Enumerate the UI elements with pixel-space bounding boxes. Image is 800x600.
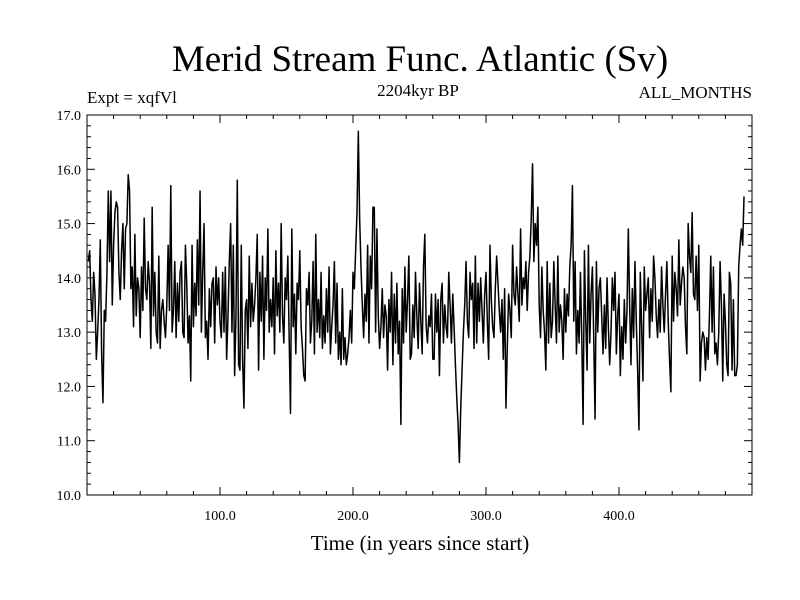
series-layer — [87, 130, 745, 464]
plot-frame — [86, 114, 753, 496]
y-tick-label: 14.0 — [57, 272, 82, 287]
y-tick-label: 13.0 — [57, 326, 82, 341]
y-tick-label: 17.0 — [57, 109, 82, 124]
y-tick-label: 12.0 — [57, 380, 82, 395]
y-tick-label: 11.0 — [57, 435, 81, 450]
y-tick-label: 10.0 — [57, 489, 82, 504]
axes: 10.0 11.0 12.0 13.0 14.0 15.0 16.0 17.0 100.0 200… — [57, 109, 753, 524]
x-tick-label: 100.0 — [204, 509, 236, 524]
y-tick-label: 15.0 — [57, 218, 82, 233]
experiment-label: Expt = xqfVl — [87, 88, 177, 107]
subtitle: 2204kyr BP — [377, 81, 459, 100]
y-tick-label: 16.0 — [57, 163, 82, 178]
chart-title: Merid Stream Func. Atlantic (Sv) — [172, 39, 668, 80]
x-tick-label: 200.0 — [337, 509, 369, 524]
x-axis-label: Time (in years since start) — [311, 531, 530, 555]
x-tick-label: 300.0 — [470, 509, 502, 524]
months-label: ALL_MONTHS — [639, 83, 752, 102]
series-line — [87, 130, 745, 464]
x-tick-label: 400.0 — [603, 509, 635, 524]
